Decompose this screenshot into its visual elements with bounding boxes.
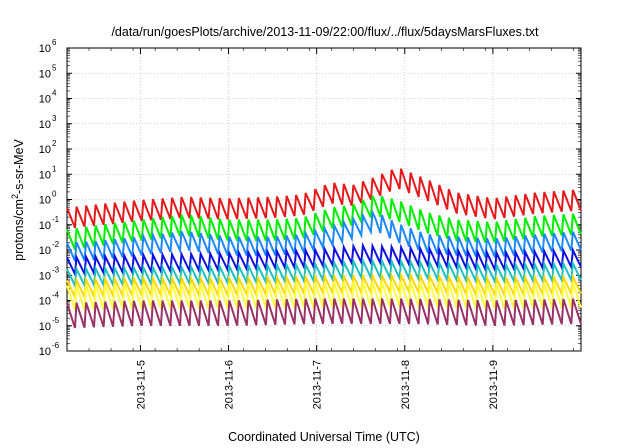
y-tick-exponent: -2 [52, 240, 60, 249]
y-axis-label-superscript: 2 [10, 194, 20, 199]
y-axis-label: protons/cm2-s-sr-MeV [10, 138, 26, 260]
series-line [66, 168, 582, 229]
y-tick-base: 10 [39, 195, 51, 207]
y-tick-exponent: 6 [52, 38, 57, 47]
series-line [66, 298, 582, 329]
y-tick-base: 10 [39, 245, 51, 257]
y-tick-base: 10 [39, 144, 51, 156]
y-tick-label: 10 [39, 94, 51, 106]
y-tick-base: 10 [39, 43, 51, 55]
y-tick-label: 10 [39, 169, 51, 181]
y-tick-base: 10 [39, 296, 51, 308]
y-tick-base: 10 [39, 169, 51, 181]
y-tick-label: 10 [39, 346, 51, 358]
y-tick-exponent: 5 [52, 63, 57, 72]
y-tick-base: 10 [39, 220, 51, 232]
series-line [66, 208, 582, 262]
y-tick-base: 10 [39, 270, 51, 282]
x-tick-labels: 2013-11-5 2013-11-6 2013-11-7 2013-11-8 2013… [135, 360, 499, 409]
y-tick-label: 10 [39, 68, 51, 80]
y-tick-label: 10 [39, 43, 51, 55]
y-tick-label: 10 [39, 321, 51, 333]
y-tick-label: 10 [39, 270, 51, 282]
y-tick-exponent: 2 [52, 139, 57, 148]
series-line [66, 195, 582, 250]
y-tick-label: 10 [39, 119, 51, 131]
y-tick-label: 10 [39, 245, 51, 257]
y-tick-label: 10 [39, 296, 51, 308]
series-line [66, 241, 582, 278]
x-tick-label: 2013-11-5 [135, 360, 147, 409]
x-tick-label: 2013-11-6 [224, 360, 236, 409]
y-tick-base: 10 [39, 94, 51, 106]
y-axis-label-suffix: -s-sr-MeV [12, 138, 26, 194]
y-tick-base: 10 [39, 321, 51, 333]
y-tick-base: 10 [39, 68, 51, 80]
y-tick-exponent: 3 [52, 114, 57, 123]
y-tick-label: 10 [39, 195, 51, 207]
y-tick-base: 10 [39, 346, 51, 358]
y-tick-exponent: 1 [52, 164, 57, 173]
x-tick-label: 2013-11-9 [488, 360, 500, 409]
y-tick-exponent: -4 [52, 291, 60, 300]
y-tick-exponent: 0 [52, 190, 57, 199]
y-tick-base: 10 [39, 119, 51, 131]
x-tick-label: 2013-11-8 [400, 360, 412, 409]
chart-title: /data/run/goesPlots/archive/2013-11-09/2… [111, 25, 539, 39]
y-tick-exponent: -1 [52, 215, 60, 224]
x-axis-label: Coordinated Universal Time (UTC) [228, 430, 420, 444]
series-lines [66, 168, 582, 329]
y-tick-labels: 10-610-510-410-310-210-11001011021031041… [39, 38, 60, 358]
y-tick-exponent: -3 [52, 265, 60, 274]
y-tick-exponent: 4 [52, 89, 57, 98]
y-tick-exponent: -5 [52, 316, 60, 325]
series-line [66, 256, 582, 290]
y-axis-label-prefix: protons/cm [12, 199, 26, 261]
y-tick-label: 10 [39, 144, 51, 156]
y-tick-label: 10 [39, 220, 51, 232]
y-tick-exponent: -6 [52, 341, 60, 350]
series-line [66, 281, 582, 311]
x-tick-label: 2013-11-7 [312, 360, 324, 409]
